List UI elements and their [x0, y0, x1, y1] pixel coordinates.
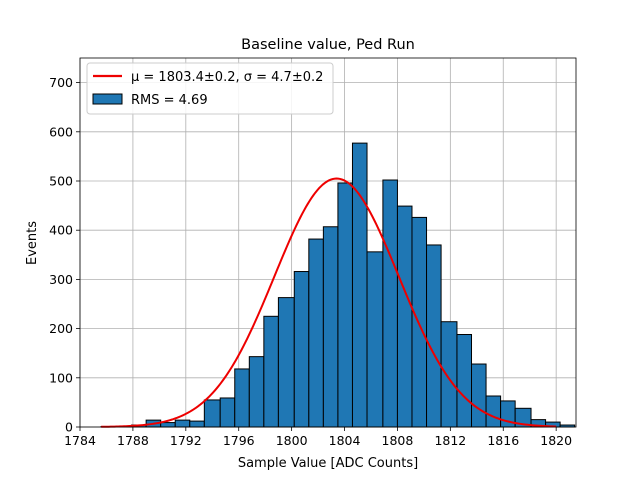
histogram-bar	[486, 396, 501, 427]
histogram-bar	[175, 420, 190, 427]
x-tick-label: 1820	[540, 433, 572, 448]
histogram-bar	[352, 143, 367, 427]
x-tick-label: 1812	[434, 433, 466, 448]
legend-hist-swatch	[93, 94, 122, 104]
x-tick-label: 1788	[117, 433, 149, 448]
histogram-bar	[278, 298, 294, 427]
x-tick-label: 1804	[329, 433, 361, 448]
y-tick-label: 200	[49, 321, 73, 336]
x-tick-label: 1796	[223, 433, 255, 448]
y-tick-label: 600	[49, 124, 73, 139]
x-tick-label: 1808	[382, 433, 414, 448]
x-tick-label: 1784	[64, 433, 96, 448]
histogram-bar	[427, 245, 442, 427]
chart-title: Baseline value, Ped Run	[241, 37, 415, 53]
legend-hist-label: RMS = 4.69	[131, 93, 208, 108]
histogram-bar	[294, 272, 309, 427]
histogram-bar	[397, 206, 412, 427]
y-tick-label: 700	[49, 75, 73, 90]
histogram-bar	[190, 421, 205, 427]
histogram-bar	[472, 364, 487, 427]
histogram-bar	[235, 369, 250, 427]
y-tick-label: 400	[49, 223, 73, 238]
histogram-bar	[249, 357, 264, 427]
histogram-bar	[309, 239, 324, 427]
y-tick-label: 300	[49, 272, 73, 287]
y-tick-label: 100	[49, 370, 73, 385]
x-tick-label: 1800	[276, 433, 308, 448]
histogram-bar	[457, 335, 472, 427]
x-axis-label: Sample Value [ADC Counts]	[238, 456, 418, 471]
legend-fit-label: μ = 1803.4±0.2, σ = 4.7±0.2	[131, 70, 323, 85]
histogram-bar	[220, 398, 235, 427]
histogram-bar	[338, 183, 353, 427]
histogram-bar	[323, 227, 338, 427]
y-axis-label: Events	[25, 221, 40, 265]
histogram-bar	[383, 180, 398, 427]
histogram-bar	[367, 252, 383, 427]
legend: μ = 1803.4±0.2, σ = 4.7±0.2 RMS = 4.69	[87, 63, 333, 114]
y-tick-label: 0	[65, 420, 73, 435]
histogram-bar	[204, 400, 220, 427]
x-tick-label: 1792	[170, 433, 202, 448]
histogram-bar	[441, 322, 457, 427]
y-tick-label: 500	[49, 174, 73, 189]
histogram-bar	[264, 316, 279, 427]
x-tick-label: 1816	[487, 433, 519, 448]
histogram-bar	[161, 423, 176, 427]
